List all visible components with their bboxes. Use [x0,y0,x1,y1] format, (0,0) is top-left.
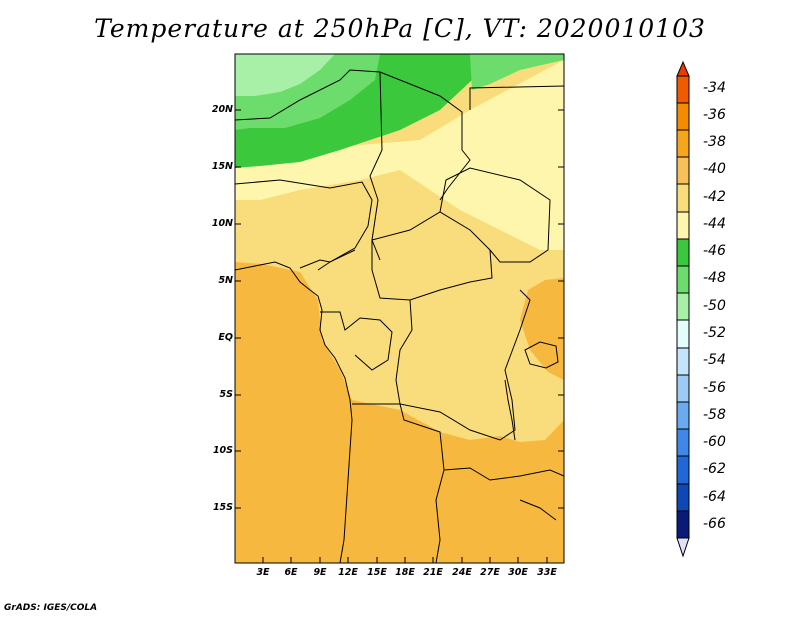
border-sudan [439,85,564,263]
border-mozambique [519,499,557,521]
colorbar-label: -34 [703,80,726,96]
border-north [235,69,471,201]
lat-label: 10S [212,445,233,456]
lon-label: 6E [284,567,298,578]
lon-label: 33E [537,567,557,578]
chart-title: Temperature at 250hPa [C], VT: 202001010… [94,14,706,43]
lat-label: 20N [211,104,233,115]
lat-label: 15S [212,502,233,513]
lon-label: 3E [256,567,270,578]
coastline-west [235,261,353,563]
border-gabon [320,311,393,371]
colorbar-label: -56 [703,380,726,396]
credit-text: GrADS: IGES/COLA [4,603,98,613]
map-border [234,53,565,564]
colorbar-label: -54 [703,352,726,368]
field-minus48 [235,54,335,96]
lat-label: 15N [211,161,233,172]
lon-label: 18E [395,567,415,578]
colorbar-label: -62 [703,461,726,477]
border-angola [352,403,445,563]
lat-label: 5N [218,275,233,286]
colorbar-label: -42 [703,189,726,205]
colorbar-bottom-arrow [676,537,690,558]
field-minus38-east [520,278,564,380]
lake-tanganyika [504,379,516,441]
lon-label: 12E [338,567,358,578]
lon-label: 24E [452,567,472,578]
colorbar-label: -46 [703,243,726,259]
border-zambia [443,467,564,481]
colorbar-label: -66 [703,516,726,532]
border-nigeria [235,179,373,271]
colorbar-label: -36 [703,107,726,123]
colorbar-top-arrow [676,60,690,77]
lon-label: 15E [367,567,387,578]
lon-label: 9E [313,567,327,578]
border-drc [395,289,531,441]
border-chad [369,71,383,261]
field-minus38 [235,262,564,563]
lat-label: EQ [218,332,233,343]
lon-label: 21E [423,567,443,578]
colorbar-label: -52 [703,325,726,341]
colorbar-label: -48 [703,270,726,286]
colorbar-label: -64 [703,489,726,505]
colorbar-label: -58 [703,407,726,423]
lon-label: 30E [508,567,528,578]
border-car [371,211,493,301]
colorbar [676,60,690,558]
lon-label: 27E [480,567,500,578]
field-minus46-ne [470,54,564,90]
field-minus42 [235,60,564,250]
lat-label: 5S [219,389,233,400]
border-cameroon [299,249,356,269]
colorbar-label: -40 [703,161,726,177]
colorbar-label: -60 [703,434,726,450]
colorbar-label: -38 [703,134,726,150]
lake-victoria [524,341,559,369]
colorbar-label: -44 [703,216,726,232]
colorbar-label: -50 [703,298,726,314]
lat-label: 10N [211,218,233,229]
